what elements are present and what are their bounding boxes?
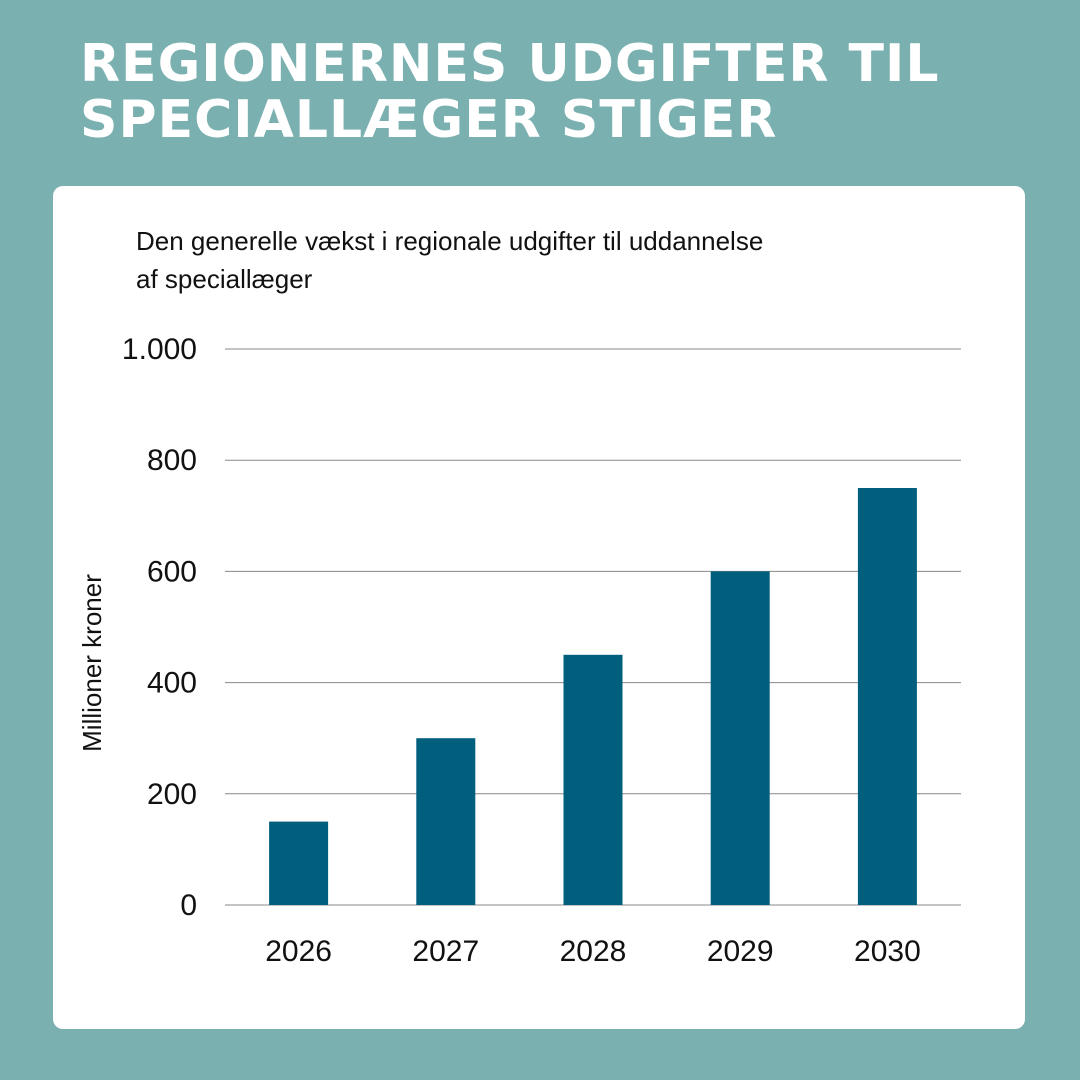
y-axis-label: Millioner kroner (77, 574, 107, 752)
y-tick-label: 200 (147, 778, 197, 811)
bar-2028 (563, 654, 623, 905)
chart-title-line-2: af speciallæger (136, 264, 313, 294)
bar-2026 (269, 821, 329, 905)
page-title-line-1: REGIONERNES UDGIFTER TIL (80, 34, 940, 94)
x-tick-label: 2026 (265, 935, 332, 968)
y-tick-label: 0 (180, 889, 197, 922)
bar-2029 (710, 571, 770, 905)
bar-2030 (857, 488, 917, 905)
bar-2027 (416, 738, 476, 905)
bars (269, 488, 917, 905)
chart-card: Den generelle vækst i regionale udgifter… (53, 186, 1025, 1029)
y-axis-tick-labels: 0 200 400 600 800 1.000 (122, 333, 197, 922)
page-title: REGIONERNES UDGIFTER TIL SPECIALLÆGER ST… (80, 36, 1040, 148)
y-tick-label: 800 (147, 444, 197, 477)
x-tick-label: 2027 (412, 935, 479, 968)
x-tick-label: 2029 (707, 935, 774, 968)
x-tick-label: 2030 (854, 935, 921, 968)
y-tick-label: 400 (147, 667, 197, 700)
page-title-line-2: SPECIALLÆGER STIGER (80, 90, 778, 150)
y-tick-label: 1.000 (122, 333, 197, 366)
x-tick-label: 2028 (560, 935, 627, 968)
chart-title-line-1: Den generelle vækst i regionale udgifter… (136, 226, 764, 256)
x-axis-tick-labels: 2026 2027 2028 2029 2030 (265, 935, 921, 968)
y-tick-label: 600 (147, 555, 197, 588)
chart-title: Den generelle vækst i regionale udgifter… (136, 222, 916, 298)
